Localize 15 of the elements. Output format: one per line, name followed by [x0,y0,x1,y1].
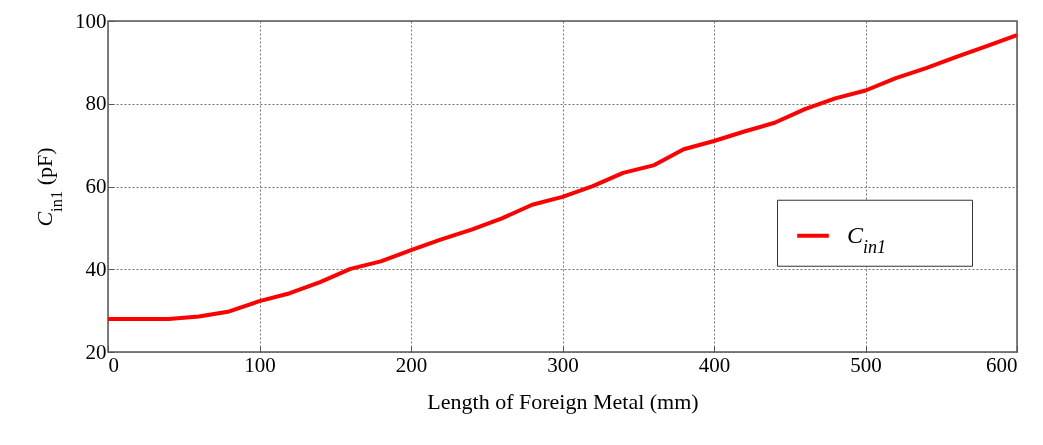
x-axis-title: Length of Foreign Metal (mm) [427,388,699,414]
y-tick-label: 40 [85,256,107,281]
x-tick-label: 100 [244,352,276,377]
legend-label: C$_{in1}$ [847,221,887,257]
y-tick-label: 80 [85,91,107,116]
x-tick-label: 500 [850,352,882,377]
x-tick-label: 0 [108,352,119,377]
x-tick-label: 200 [395,352,428,377]
y-tick-label: 20 [85,339,107,364]
x-tick-label: 400 [698,352,731,377]
line-series [108,33,1017,321]
y-tick-label: 60 [85,174,107,198]
y-tick-label: 100 [75,8,107,33]
x-tick-label: 300 [547,352,579,377]
x-tick-label: 600 [986,352,1018,377]
